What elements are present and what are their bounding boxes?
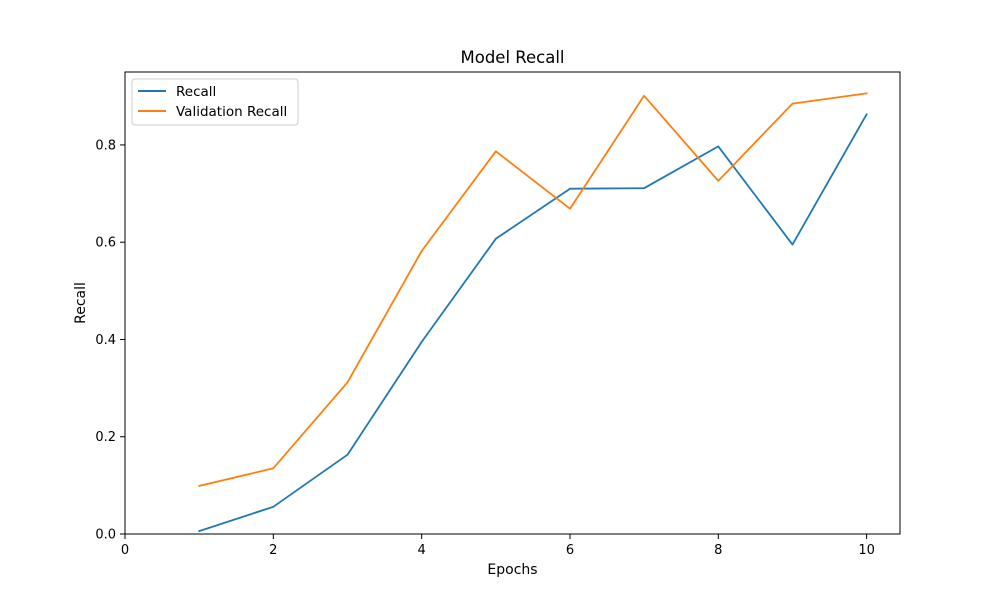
y-tick-label: 0.6: [95, 236, 116, 251]
legend-label-recall: Recall: [176, 84, 216, 100]
y-tick-label: 0.2: [95, 430, 116, 445]
series-layer: [198, 92, 868, 533]
chart-title: Model Recall: [460, 48, 564, 67]
x-tick-label: 2: [269, 543, 277, 558]
series-line-recall: [198, 113, 868, 533]
series-line-validation-recall: [198, 92, 868, 487]
y-tick-label: 0.4: [95, 333, 116, 348]
y-tick-label: 0.0: [95, 528, 116, 543]
y-axis-label: Recall: [73, 282, 89, 324]
legend-box: [131, 78, 299, 126]
y-axis: 0.0 0.2 0.4 0.6 0.8: [95, 138, 125, 543]
x-axis-label: Epochs: [487, 562, 537, 578]
x-tick-label: 6: [566, 543, 574, 558]
plot-area-frame: [124, 71, 901, 535]
x-tick-label: 8: [714, 543, 722, 558]
legend: Recall Validation Recall: [131, 78, 299, 126]
x-tick-label: 0: [121, 543, 129, 558]
y-tick-label: 0.8: [95, 138, 116, 153]
x-tick-label: 10: [858, 543, 875, 558]
x-axis: 0 2 4 6 8 10: [121, 534, 875, 558]
x-tick-label: 4: [418, 543, 426, 558]
legend-label-validation-recall: Validation Recall: [176, 104, 287, 120]
